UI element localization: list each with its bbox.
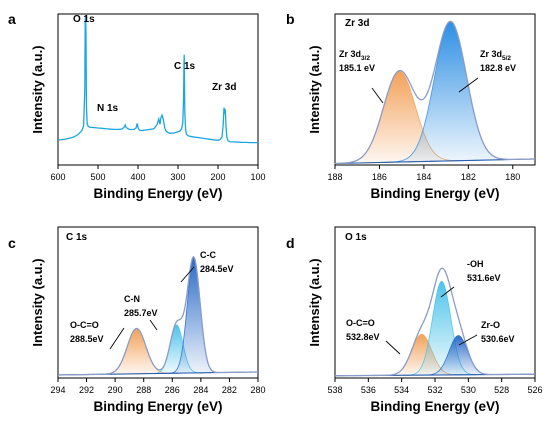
x-tick-label: 292 bbox=[79, 385, 94, 395]
x-tick-label: 300 bbox=[170, 172, 185, 182]
x-tick-label: 284 bbox=[193, 385, 208, 395]
plot-frame-b bbox=[334, 13, 536, 166]
x-tick-label: 536 bbox=[361, 385, 376, 395]
x-tick-label: 282 bbox=[222, 385, 237, 395]
peak-label: N 1s bbox=[97, 103, 119, 114]
peak-annotation-value: 531.6eV bbox=[467, 273, 501, 283]
annotation-pointer-line bbox=[458, 77, 479, 93]
peak-label: Zr 3d bbox=[212, 82, 236, 93]
background-baseline bbox=[334, 158, 536, 165]
peak-annotation-value: 285.7eV bbox=[124, 308, 158, 318]
x-tick-label: 600 bbox=[50, 172, 65, 182]
fitted-envelope-line bbox=[334, 20, 536, 165]
panel-title: C 1s bbox=[66, 232, 88, 243]
x-tick-label: 184 bbox=[416, 172, 431, 182]
panel-letter: a bbox=[8, 11, 16, 27]
annotation-pointer-line bbox=[440, 286, 455, 298]
peak-annotation-value: 532.8eV bbox=[346, 332, 380, 342]
x-tick-label: 286 bbox=[165, 385, 180, 395]
peak-label: C 1s bbox=[174, 61, 196, 72]
peak-annotation-label: O-C=O bbox=[346, 318, 375, 328]
x-tick-label: 534 bbox=[394, 385, 409, 395]
peak-annotation-label: Zr-O bbox=[481, 320, 500, 330]
annotation-pointer-line bbox=[385, 340, 401, 355]
x-tick-label: 200 bbox=[210, 172, 225, 182]
x-tick-label: 188 bbox=[327, 172, 342, 182]
panel-letter: c bbox=[8, 235, 16, 251]
plot-frame-a bbox=[57, 13, 259, 166]
survey-spectrum-line bbox=[57, 15, 258, 144]
x-tick-label: 280 bbox=[250, 385, 265, 395]
panel-letter: b bbox=[286, 11, 295, 27]
annotation-pointer-line bbox=[109, 327, 125, 350]
fitted-envelope-line bbox=[334, 267, 536, 377]
fitted-envelope-line bbox=[57, 255, 259, 376]
annotation-pointer-line bbox=[180, 266, 195, 283]
x-tick-label: 100 bbox=[250, 172, 265, 182]
x-tick-label: 400 bbox=[130, 172, 145, 182]
annotation-pointer-line bbox=[458, 334, 478, 346]
x-tick-label: 294 bbox=[50, 385, 65, 395]
peak-annotation-label: C-C bbox=[200, 250, 216, 260]
annotation-pointer-line bbox=[149, 319, 158, 331]
x-tick-label: 500 bbox=[90, 172, 105, 182]
x-tick-label: 526 bbox=[527, 385, 542, 395]
x-axis-label: Binding Energy (eV) bbox=[93, 399, 222, 414]
x-tick-label: 538 bbox=[327, 385, 342, 395]
peak-annotation-label: -OH bbox=[467, 259, 484, 269]
peak-annotation-value: 182.8 eV bbox=[480, 63, 516, 73]
x-axis-label: Binding Energy (eV) bbox=[370, 399, 499, 414]
panel-title: O 1s bbox=[345, 232, 367, 243]
panel-title: Zr 3d bbox=[345, 18, 369, 29]
panel-letter: d bbox=[286, 235, 295, 251]
y-axis-label: Intensity (a.u.) bbox=[307, 258, 322, 346]
peak-annotation-value: 288.5eV bbox=[70, 334, 104, 344]
peak-annotation-value: 185.1 eV bbox=[339, 63, 375, 73]
x-axis-label: Binding Energy (eV) bbox=[93, 186, 222, 201]
x-tick-label: 186 bbox=[372, 172, 387, 182]
peak-annotation-value: 530.6eV bbox=[481, 334, 515, 344]
y-axis-label: Intensity (a.u.) bbox=[307, 45, 322, 133]
x-tick-label: 290 bbox=[108, 385, 123, 395]
peak-annotation-value: 284.5eV bbox=[200, 264, 234, 274]
x-tick-label: 528 bbox=[494, 385, 509, 395]
y-axis-label: Intensity (a.u.) bbox=[30, 258, 45, 346]
peak-annotation-label: O-C=O bbox=[70, 320, 99, 330]
y-axis-label: Intensity (a.u.) bbox=[30, 45, 45, 133]
annotation-pointer-line bbox=[371, 87, 384, 104]
peak-annotation-label: C-N bbox=[124, 294, 140, 304]
x-tick-label: 532 bbox=[427, 385, 442, 395]
peak-label: O 1s bbox=[73, 14, 95, 25]
plot-frame-c bbox=[57, 226, 259, 379]
peak-annotation-label: Zr 3d3/2 bbox=[339, 49, 370, 62]
peak-annotation-label: Zr 3d5/2 bbox=[480, 49, 511, 62]
x-axis-label: Binding Energy (eV) bbox=[370, 186, 499, 201]
x-tick-label: 530 bbox=[461, 385, 476, 395]
x-tick-label: 288 bbox=[136, 385, 151, 395]
x-tick-label: 180 bbox=[505, 172, 520, 182]
x-tick-label: 182 bbox=[461, 172, 476, 182]
